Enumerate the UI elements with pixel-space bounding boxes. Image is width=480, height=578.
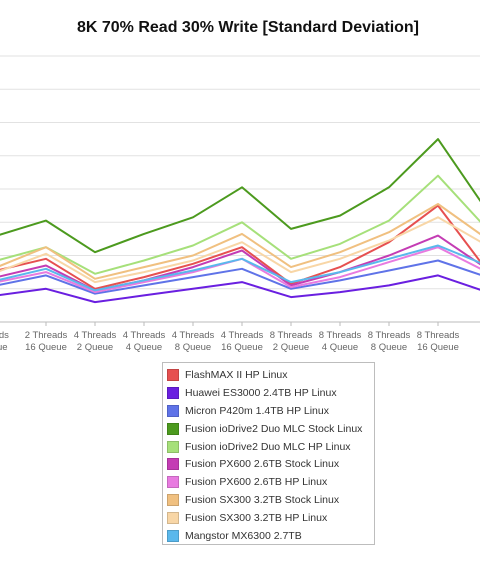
series-line-1 xyxy=(0,274,480,304)
legend: FlashMAX II HP Linux Huawei ES3000 2.4TB … xyxy=(162,362,375,545)
x-tick-label: 8 Queue xyxy=(175,342,211,353)
legend-item[interactable]: Fusion ioDrive2 Duo MLC Stock Linux xyxy=(163,420,374,438)
legend-item[interactable]: Fusion ioDrive2 Duo MLC HP Linux xyxy=(163,438,374,456)
legend-item[interactable]: Fusion SX300 3.2TB HP Linux xyxy=(163,509,374,527)
legend-swatch xyxy=(167,529,179,542)
legend-swatch xyxy=(167,386,179,399)
legend-swatch xyxy=(167,476,179,489)
legend-item[interactable]: Fusion SX300 3.2TB Stock Linux xyxy=(163,491,374,509)
legend-swatch xyxy=(167,494,179,507)
legend-label: Huawei ES3000 2.4TB HP Linux xyxy=(185,386,337,399)
legend-swatch xyxy=(167,440,179,453)
x-tick-label: 4 Queue xyxy=(126,342,162,353)
legend-item[interactable]: FlashMAX II HP Linux xyxy=(163,366,374,384)
legend-item[interactable]: Micron P420m 1.4TB HP Linux xyxy=(163,402,374,420)
x-tick-label: 4 Threads xyxy=(123,330,166,341)
x-tick-label: 4 Threads xyxy=(172,330,215,341)
legend-item[interactable]: Fusion PX600 2.6TB Stock Linux xyxy=(163,455,374,473)
x-tick-label: 4 Threads xyxy=(221,330,264,341)
series-line-9 xyxy=(0,244,480,292)
x-tick-label: 8 Threads xyxy=(417,330,460,341)
legend-swatch xyxy=(167,404,179,417)
series-lines xyxy=(0,138,480,304)
legend-swatch xyxy=(167,422,179,435)
legend-label: Fusion ioDrive2 Duo MLC HP Linux xyxy=(185,440,351,453)
x-tick-label: 8 Threads xyxy=(368,330,411,341)
series-line-7 xyxy=(0,203,480,280)
legend-swatch xyxy=(167,458,179,471)
x-tick-label: 16 Queue xyxy=(417,342,459,353)
legend-swatch xyxy=(167,368,179,381)
x-tick-label: 2 Threads xyxy=(25,330,68,341)
x-tick-label: 8 Threads xyxy=(319,330,362,341)
chart-title: 8K 70% Read 30% Write [Standard Deviatio… xyxy=(76,19,420,36)
series-line-2 xyxy=(0,259,480,295)
series-line-8 xyxy=(0,216,480,284)
series-line-5 xyxy=(0,234,480,292)
legend-label: Fusion ioDrive2 Duo MLC Stock Linux xyxy=(185,422,363,435)
legend-label: Fusion PX600 2.6TB Stock Linux xyxy=(185,458,340,471)
x-tick-label: 4 Threads xyxy=(74,330,117,341)
x-tick-label: 8 Queue xyxy=(371,342,407,353)
legend-label: Micron P420m 1.4TB HP Linux xyxy=(185,404,329,417)
x-tick-label: 8 Threads xyxy=(270,330,313,341)
legend-label: Fusion SX300 3.2TB HP Linux xyxy=(185,512,328,525)
legend-label: FlashMAX II HP Linux xyxy=(185,368,288,381)
x-tick-label: 16 Queue xyxy=(25,342,67,353)
legend-item[interactable]: Fusion PX600 2.6TB HP Linux xyxy=(163,473,374,491)
x-tick-label: 4 Queue xyxy=(322,342,358,353)
x-tick-label: 2 Queue xyxy=(273,342,309,353)
legend-label: Fusion SX300 3.2TB Stock Linux xyxy=(185,494,340,507)
x-tick-label: 16 Queue xyxy=(221,342,263,353)
series-line-3 xyxy=(0,138,480,254)
legend-item[interactable]: Mangstor MX6300 2.7TB xyxy=(163,527,374,545)
legend-swatch xyxy=(167,512,179,525)
series-line-0 xyxy=(0,204,480,290)
x-tick-label: ueue xyxy=(0,342,8,353)
x-tick-label: 2 Queue xyxy=(77,342,113,353)
legend-label: Fusion PX600 2.6TB HP Linux xyxy=(185,476,328,489)
legend-item[interactable]: Huawei ES3000 2.4TB HP Linux xyxy=(163,384,374,402)
legend-label: Mangstor MX6300 2.7TB xyxy=(185,529,302,542)
series-line-4 xyxy=(0,174,480,275)
x-tick-label: reads xyxy=(0,330,9,341)
